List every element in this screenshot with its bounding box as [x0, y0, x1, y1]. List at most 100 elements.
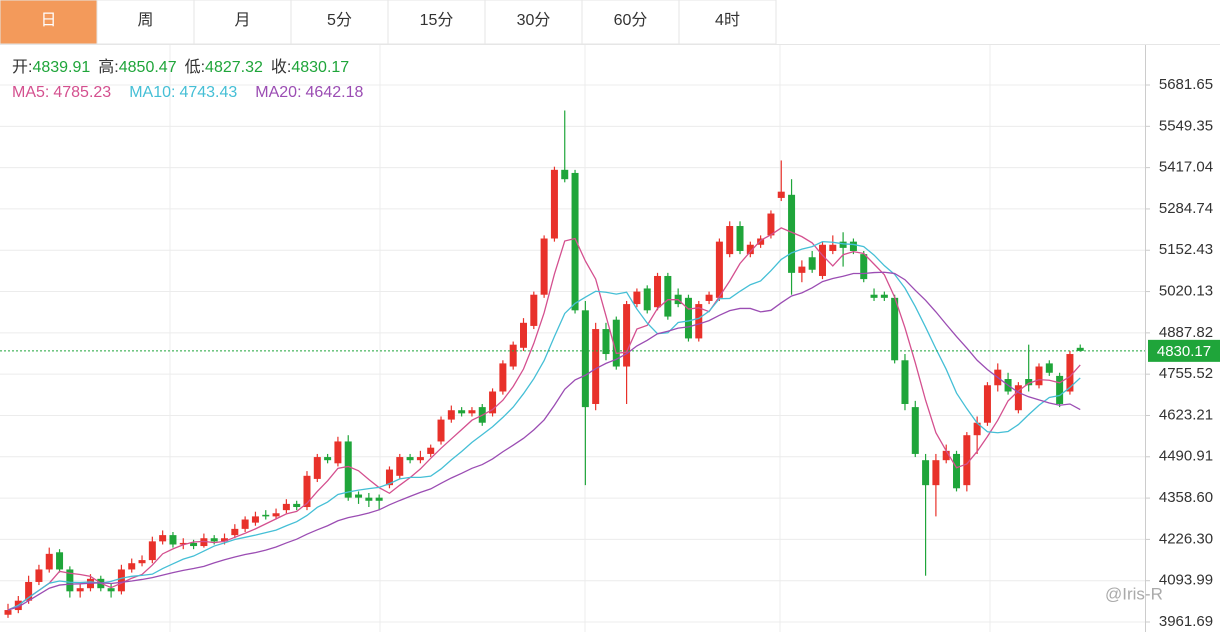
y-tick-label: 5284.74: [1159, 200, 1213, 217]
candle-body: [901, 360, 909, 404]
candle-body: [550, 169, 558, 239]
last-price-label: 4830.17: [1157, 343, 1211, 360]
tab-label[interactable]: 15分: [420, 11, 454, 29]
info-bar: 开: 4839.91 高: 4850.47 低: 4827.32 收: 4830.17 MA5:…: [12, 58, 363, 101]
candle-body: [767, 213, 775, 236]
candle-body: [458, 410, 466, 414]
y-tick-label: 4887.82: [1159, 324, 1213, 341]
candle-body: [138, 560, 146, 564]
ma-legend-name: MA20:: [255, 84, 301, 101]
candle-body: [561, 169, 569, 180]
candle-body: [231, 528, 239, 536]
candle-body: [344, 441, 352, 498]
ma-line: [7, 271, 1081, 611]
candle-body: [643, 288, 651, 311]
candle-body: [334, 441, 342, 464]
plot: 4830.17: [0, 110, 1220, 618]
candle-body: [1056, 375, 1064, 404]
candle-body: [76, 588, 84, 592]
y-tick-label: 5549.35: [1159, 117, 1213, 134]
candle-body: [581, 310, 589, 408]
candle-body: [107, 588, 115, 592]
y-tick-label: 5681.65: [1159, 76, 1213, 93]
y-tick-label: 5152.43: [1159, 241, 1213, 258]
candle-body: [932, 460, 940, 486]
candle-body: [282, 503, 290, 511]
ohlc-value: 4850.47: [119, 59, 177, 76]
candle-body: [788, 194, 796, 273]
candle-body: [324, 457, 332, 461]
candle-body: [860, 254, 868, 280]
tab-label[interactable]: 30分: [517, 11, 551, 29]
candle-body: [963, 435, 971, 486]
candle-body: [272, 513, 280, 517]
candle-body: [179, 542, 187, 545]
ma-legend-value: 4743.43: [179, 84, 237, 101]
tab[interactable]: [0, 0, 98, 45]
ma-legend-value: 4785.23: [53, 84, 111, 101]
candle-body: [427, 447, 435, 454]
candle-body: [25, 581, 33, 601]
y-tick-label: 4358.60: [1159, 489, 1213, 506]
tab-label[interactable]: 日: [40, 12, 56, 29]
candle-body: [468, 410, 476, 414]
candle-body: [365, 497, 373, 501]
candle-body: [241, 519, 249, 529]
tab-label[interactable]: 周: [137, 12, 153, 29]
candle-body: [520, 322, 527, 348]
candle-body: [623, 304, 631, 367]
candle-body: [313, 457, 321, 479]
candle-body: [870, 294, 878, 298]
candle-body: [117, 569, 125, 592]
candle-body: [602, 329, 610, 355]
tab-label[interactable]: 5分: [327, 11, 352, 29]
candle-body: [355, 494, 363, 498]
watermark: @Iris-R: [1105, 584, 1163, 603]
candle-body: [592, 329, 600, 404]
y-tick-label: 3961.69: [1159, 613, 1213, 630]
candle-body: [210, 538, 218, 542]
candle-body: [664, 275, 672, 317]
tab-label[interactable]: 4时: [715, 11, 740, 29]
tab[interactable]: [387, 0, 486, 45]
y-tick-label: 4093.99: [1159, 572, 1213, 589]
ma-line: [7, 227, 1081, 611]
candle-body: [1066, 354, 1074, 392]
candle-body: [953, 453, 961, 489]
ohlc-value: 4830.17: [291, 59, 349, 76]
candle-body: [221, 538, 229, 542]
candle-body: [746, 244, 754, 255]
tab[interactable]: [484, 0, 583, 45]
candle-body: [695, 304, 703, 339]
last-price-box: [1148, 339, 1220, 362]
ma-legend-value: 4642.18: [306, 84, 364, 101]
candle-body: [35, 569, 43, 582]
y-tick-label: 4755.52: [1159, 365, 1213, 382]
candle-body: [757, 238, 765, 245]
candle-body: [45, 553, 53, 570]
tab[interactable]: [193, 0, 292, 45]
candle-body: [829, 244, 837, 252]
ohlc-label: 低:: [185, 58, 205, 76]
candle-body: [705, 294, 713, 301]
candle-body: [983, 385, 991, 423]
ohlc-value: 4827.32: [205, 59, 263, 76]
y-tick-label: 5417.04: [1159, 159, 1213, 176]
candle-body: [375, 497, 383, 501]
candle-body: [715, 241, 723, 298]
candle-body: [190, 542, 198, 547]
ma-legend-name: MA5:: [12, 84, 49, 101]
tab-label[interactable]: 月: [234, 12, 250, 29]
candle-body: [736, 226, 744, 252]
candle-body: [1014, 385, 1022, 411]
candle-body: [396, 457, 404, 476]
tab[interactable]: [678, 0, 777, 45]
candle-body: [530, 294, 538, 326]
tab-label[interactable]: 60分: [614, 11, 648, 29]
candle-body: [251, 516, 259, 523]
candle-body: [128, 563, 136, 570]
candle-body: [437, 419, 445, 442]
candle-body: [1025, 379, 1033, 386]
y-tick-label: 4226.30: [1159, 530, 1213, 547]
